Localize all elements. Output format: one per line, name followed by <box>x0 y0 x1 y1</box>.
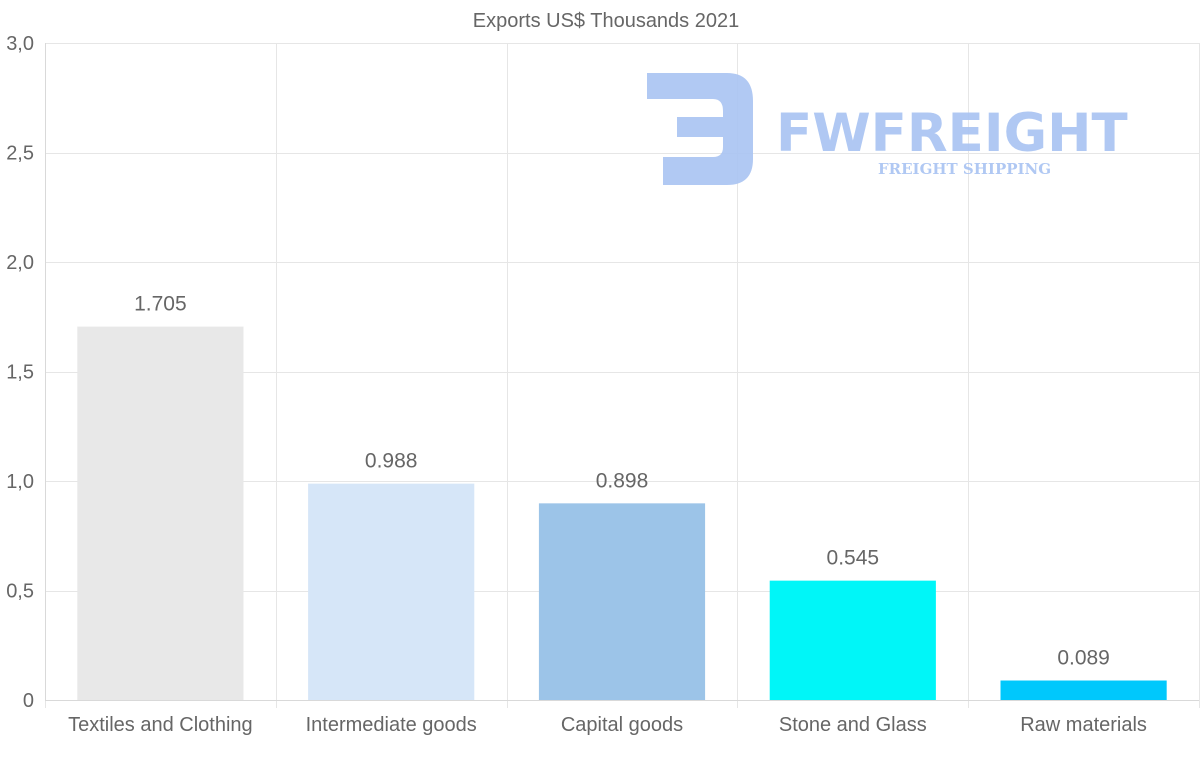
y-tick-label: 0,5 <box>6 581 34 603</box>
y-axis: 0 0,5 1,0 1,5 2,0 2,5 3,0 <box>6 33 46 712</box>
x-tick-label: Textiles and Clothing <box>68 714 253 736</box>
y-tick-label: 3,0 <box>6 33 34 55</box>
bar <box>77 326 244 700</box>
bar-value-label: 0.898 <box>596 469 649 492</box>
watermark-tagline: FREIGHT SHIPPING <box>878 160 1051 178</box>
bars <box>77 326 1167 700</box>
y-tick-label: 1,0 <box>6 471 34 493</box>
y-tick-label: 2,0 <box>6 252 34 274</box>
watermark-logo-icon <box>647 73 753 185</box>
y-tick-label: 0 <box>23 690 34 712</box>
chart-title: Exports US$ Thousands 2021 <box>473 10 739 32</box>
bar <box>308 483 475 700</box>
x-tick-label: Intermediate goods <box>306 714 477 736</box>
data-labels: 1.705 0.988 0.898 0.545 0.089 <box>134 293 1110 670</box>
watermark-name: FWFREIGHT <box>776 103 1128 164</box>
bar-value-label: 0.545 <box>827 547 880 570</box>
bar <box>538 503 706 700</box>
bar <box>769 580 936 700</box>
bar-value-label: 1.705 <box>134 293 187 316</box>
y-tick-label: 2,5 <box>6 143 34 165</box>
x-axis: Textiles and Clothing Intermediate goods C… <box>45 700 1199 736</box>
bar <box>1000 680 1167 700</box>
x-tick-label: Stone and Glass <box>779 714 927 736</box>
y-tick-label: 1,5 <box>6 362 34 384</box>
watermark: FWFREIGHT FREIGHT SHIPPING <box>647 73 1128 185</box>
bar-value-label: 0.089 <box>1057 647 1110 670</box>
x-tick-label: Raw materials <box>1020 714 1147 736</box>
bar-value-label: 0.988 <box>365 450 418 473</box>
x-tick-label: Capital goods <box>561 714 683 736</box>
